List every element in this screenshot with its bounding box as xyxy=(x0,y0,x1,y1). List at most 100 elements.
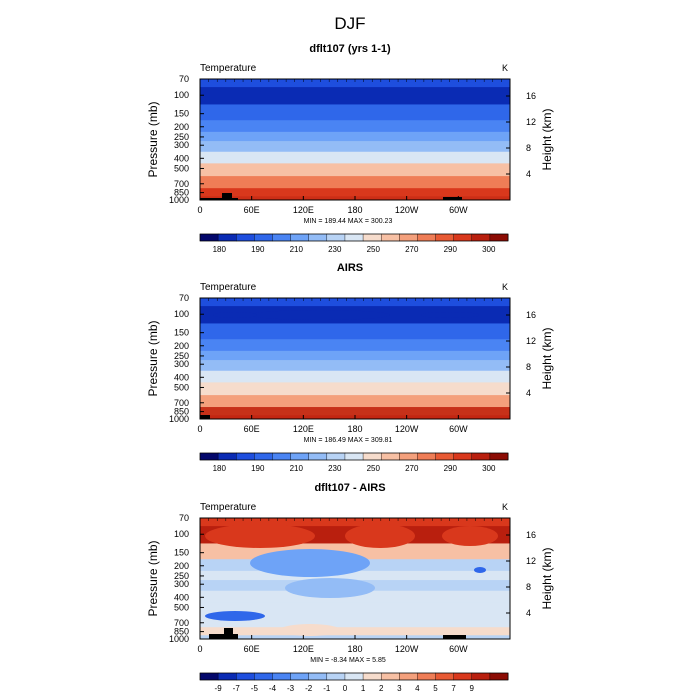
figure-title: DJF xyxy=(334,14,365,33)
colorbar-swatch xyxy=(236,452,255,461)
colorbar-label: -7 xyxy=(233,684,241,693)
y-tick-label: 500 xyxy=(174,382,189,392)
contour-band xyxy=(200,570,510,581)
contour-feature xyxy=(474,567,486,573)
colorbar-swatch xyxy=(326,452,346,461)
y-tick-label: 700 xyxy=(174,179,189,189)
colorbar-swatch xyxy=(417,672,437,681)
y-tick-label: 500 xyxy=(174,163,189,173)
colorbar-swatch xyxy=(217,452,237,461)
variable-label: Temperature xyxy=(200,502,257,513)
colorbar-swatch xyxy=(308,672,328,681)
colorbar-swatch xyxy=(199,672,219,681)
y-tick-label: 100 xyxy=(174,529,189,539)
stats-text: MIN = 189.44 MAX = 300.23 xyxy=(304,218,393,225)
colorbar-swatch xyxy=(254,452,273,461)
colorbar-swatch xyxy=(489,452,509,461)
colorbar-swatch xyxy=(417,452,437,461)
x-tick-label: 120E xyxy=(293,424,314,434)
contour-feature xyxy=(205,524,315,548)
panel-title: dflt107 - AIRS xyxy=(314,482,385,494)
y-tick-label: 700 xyxy=(174,618,189,628)
colorbar-label: -9 xyxy=(215,684,223,693)
topography xyxy=(200,415,210,419)
colorbar-frame xyxy=(199,233,509,242)
colorbar-label: -5 xyxy=(251,684,259,693)
colorbar-swatch xyxy=(362,452,382,461)
y2-axis-title: Height (km) xyxy=(540,108,554,170)
y-axis-title: Pressure (mb) xyxy=(146,101,160,177)
y-tick-label: 1000 xyxy=(169,195,189,205)
colorbar-swatch xyxy=(453,672,473,681)
variable-label: Temperature xyxy=(200,282,257,293)
topography xyxy=(209,628,238,639)
colorbar-label: -2 xyxy=(305,684,313,693)
colorbar-label: 290 xyxy=(444,245,458,254)
colorbar-swatch xyxy=(453,233,473,242)
colorbar-swatch xyxy=(236,233,255,242)
colorbar-label: 4 xyxy=(415,684,420,693)
contour-band xyxy=(200,602,510,616)
contour-feature xyxy=(250,310,390,320)
y-tick-label: 300 xyxy=(174,359,189,369)
x-tick-label: 180 xyxy=(347,644,362,654)
colorbar-swatch xyxy=(326,233,346,242)
colorbar-swatch xyxy=(435,672,455,681)
height-tick-label: 4 xyxy=(526,169,531,179)
contour-band xyxy=(200,87,510,106)
topography xyxy=(443,197,462,200)
height-tick-label: 12 xyxy=(526,336,536,346)
contour-feature xyxy=(345,524,415,548)
contour-band-surface xyxy=(200,190,510,200)
panel-title: dflt107 (yrs 1-1) xyxy=(309,43,391,55)
colorbar-label: 300 xyxy=(482,464,496,473)
colorbar-swatch xyxy=(471,452,491,461)
contour-band xyxy=(200,590,510,603)
contour-field xyxy=(200,298,510,419)
height-tick-label: 8 xyxy=(526,582,531,592)
x-tick-label: 60E xyxy=(244,424,260,434)
x-tick-label: 0 xyxy=(197,644,202,654)
contour-feature xyxy=(420,312,480,318)
colorbar-swatch xyxy=(254,233,273,242)
colorbar-swatch xyxy=(272,672,292,681)
colorbar-label: -3 xyxy=(287,684,295,693)
y-tick-label: 1000 xyxy=(169,634,189,644)
contour-band xyxy=(200,141,510,153)
contour-feature xyxy=(318,95,348,97)
colorbar: 180 190 210 230 250 270 290 300 xyxy=(199,452,509,473)
x-tick-label: 60W xyxy=(449,424,468,434)
x-tick-label: 180 xyxy=(347,424,362,434)
colorbar-swatch xyxy=(399,233,418,242)
colorbar-frame xyxy=(199,452,509,461)
contour-band xyxy=(200,176,510,189)
colorbar-label: 190 xyxy=(251,464,265,473)
contour-band xyxy=(200,163,510,177)
colorbar-label: 270 xyxy=(405,464,419,473)
y-tick-label: 300 xyxy=(174,579,189,589)
x-tick-label: 120E xyxy=(293,205,314,215)
colorbar-label: 0 xyxy=(343,684,348,693)
colorbar-label: 270 xyxy=(405,245,419,254)
colorbar-label: 210 xyxy=(290,464,304,473)
contour-feature xyxy=(280,624,340,636)
y-tick-label: 400 xyxy=(174,592,189,602)
panel-1: dflt107 (yrs 1-1) Temperature K 0 60E 120E 180… xyxy=(146,43,554,254)
colorbar-swatch xyxy=(489,233,509,242)
contour-band xyxy=(200,370,510,383)
y-tick-label: 250 xyxy=(174,351,189,361)
x-tick-label: 60W xyxy=(449,205,468,215)
height-tick-label: 8 xyxy=(526,362,531,372)
y-tick-label: 200 xyxy=(174,341,189,351)
panels: dflt107 (yrs 1-1)Temperature K0 60E 120E 180… xyxy=(146,43,554,693)
height-tick-label: 16 xyxy=(526,91,536,101)
y-axis-title: Pressure (mb) xyxy=(146,320,160,396)
height-tick-label: 12 xyxy=(526,117,536,127)
y-tick-label: 250 xyxy=(174,571,189,581)
y2-axis-title: Height (km) xyxy=(540,547,554,609)
y-tick-label: 150 xyxy=(174,328,189,338)
colorbar-swatch xyxy=(326,672,346,681)
x-tick-label: 120W xyxy=(395,424,419,434)
colorbar-swatch xyxy=(290,452,310,461)
